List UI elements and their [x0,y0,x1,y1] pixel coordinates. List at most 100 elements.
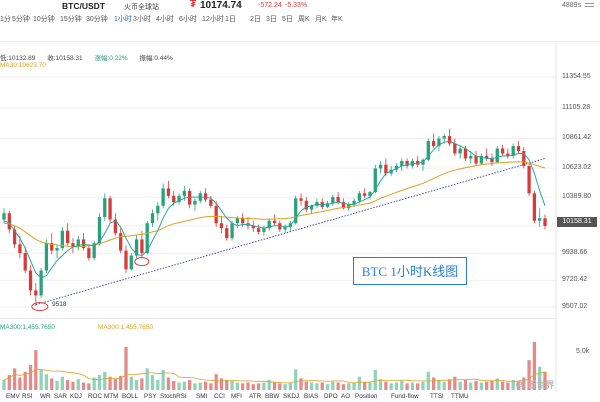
volume-bar [55,380,59,390]
indicator-tab-mfi[interactable]: MFI [231,393,242,400]
volume-bar [119,375,123,390]
interval-tab-11[interactable]: 2日 [250,16,261,23]
candle-body [304,200,308,210]
candle-body [251,225,255,229]
interval-tab-1[interactable]: 5分钟 [12,16,30,23]
candle-body [87,248,91,259]
interval-tab-7[interactable]: 4小时 [156,16,174,23]
price-tick-label: 9507.02 [562,303,588,310]
volume-bar [12,368,17,390]
indicator-tab-mtm[interactable]: MTM [104,393,119,400]
volume-bar [474,380,478,390]
volume-bar [134,380,139,390]
candle-body [113,219,118,234]
price-currency-icon: ₮ [190,0,197,10]
indicator-tabs: EMV RSI WR SAR KDJ ROC MTM BOLL PSY StochRSI SMI CC… [0,393,600,402]
indicator-tab-ttmu[interactable]: TTMU [451,393,469,400]
volume-bar [347,383,351,390]
indicator-tab-dpo[interactable]: DPO [324,393,338,400]
candle-body [129,255,133,270]
volume-bar [394,382,399,390]
volume-bar [198,382,202,390]
interval-tab-15[interactable]: 月K [315,16,327,23]
indicator-tab-ttsi[interactable]: TTSI [430,393,444,400]
indicator-tab-fund-flow[interactable]: Fund-flow [391,393,419,400]
interval-tab-6[interactable]: 3小时 [133,16,151,23]
exchange-name[interactable]: 火币全球站 [124,4,159,11]
candle-body [60,230,64,249]
menu-icon[interactable] [585,3,594,10]
interval-tab-13[interactable]: 5日 [282,16,293,23]
candle-body [214,205,218,224]
volume-bar [81,382,86,390]
interval-tab-16[interactable]: 年K [331,16,343,23]
indicator-tab-rsi[interactable]: RSI [22,393,33,400]
interval-tab-4[interactable]: 30分钟 [86,16,108,23]
volume-bar [182,381,186,390]
candle-body [368,192,372,196]
chart-annotation: BTC 1小时K线图 [353,257,467,285]
indicator-tab-psy[interactable]: PSY [144,393,157,400]
candle-body [225,228,229,239]
candle-body [39,270,43,296]
candle-body [400,160,404,166]
candle-body [71,243,75,247]
interval-tab-3[interactable]: 15分钟 [60,16,82,23]
indicator-tab-bias[interactable]: BIAS [304,393,319,400]
volume-bar [262,382,266,390]
indicator-tab-bbw[interactable]: BBW [265,393,280,400]
candle-body [103,198,107,217]
interval-tab-10[interactable]: 1日 [225,16,236,23]
volume-bar [453,376,457,390]
interval-tab-5[interactable]: 1小时 [114,16,132,23]
volume-bar [320,382,324,390]
volume-bar [272,382,277,390]
volume-bar [156,380,160,390]
candle-body [325,203,330,208]
volume-bar [267,380,271,390]
volume-bar [235,382,240,390]
interval-tab-9[interactable]: 12小时 [202,16,224,23]
indicator-tab-cci[interactable]: CCI [214,393,225,400]
candle-body [331,197,335,204]
candle-body [479,155,483,164]
volume-bar [230,380,234,390]
volume-bar [357,376,362,390]
candle-body [108,198,112,220]
candle-body [92,243,96,259]
ma-volume-readout-1: MA300:1,455.7650 [0,324,55,331]
price-tick-label: 11354.55 [562,73,591,80]
interval-tab-12[interactable]: 3日 [266,16,277,23]
candle-body [299,198,303,201]
indicator-tab-sar[interactable]: SAR [54,393,67,400]
candle-body [511,146,515,156]
candle-body [166,188,171,196]
indicator-tab-wr[interactable]: WR [40,393,51,400]
candle-body [97,216,102,244]
interval-tab-0[interactable]: 1分 [0,16,11,23]
indicator-tab-roc[interactable]: ROC [88,393,102,400]
candle-body [469,155,473,159]
interval-tab-8[interactable]: 6小时 [179,16,197,23]
indicator-tab-kdj[interactable]: KDJ [70,393,82,400]
volume-bar [485,381,489,390]
volume-bar [490,380,494,390]
indicator-tab-skdj[interactable]: SKDJ [283,393,300,400]
indicator-tab-stochrsi[interactable]: StochRSI [160,393,187,400]
indicator-tab-smi[interactable]: SMI [196,393,208,400]
volume-bar [331,381,335,390]
pair-symbol[interactable]: BTC/USDT [62,1,105,11]
candle-body [437,138,441,147]
volume-bar [389,383,393,390]
candle-body [76,239,80,247]
volume-bar [421,381,425,390]
interval-tab-14[interactable]: 周K [298,16,310,23]
indicator-tab-ao[interactable]: AO [341,393,351,400]
indicator-tab-boll[interactable]: BOLL [122,393,139,400]
candle-body [506,153,510,156]
interval-tab-2[interactable]: 10分钟 [33,16,55,23]
indicator-tab-atr[interactable]: ATR [249,393,262,400]
indicator-tab-position[interactable]: Position [355,393,378,400]
indicator-tab-emv[interactable]: EMV [6,393,20,400]
